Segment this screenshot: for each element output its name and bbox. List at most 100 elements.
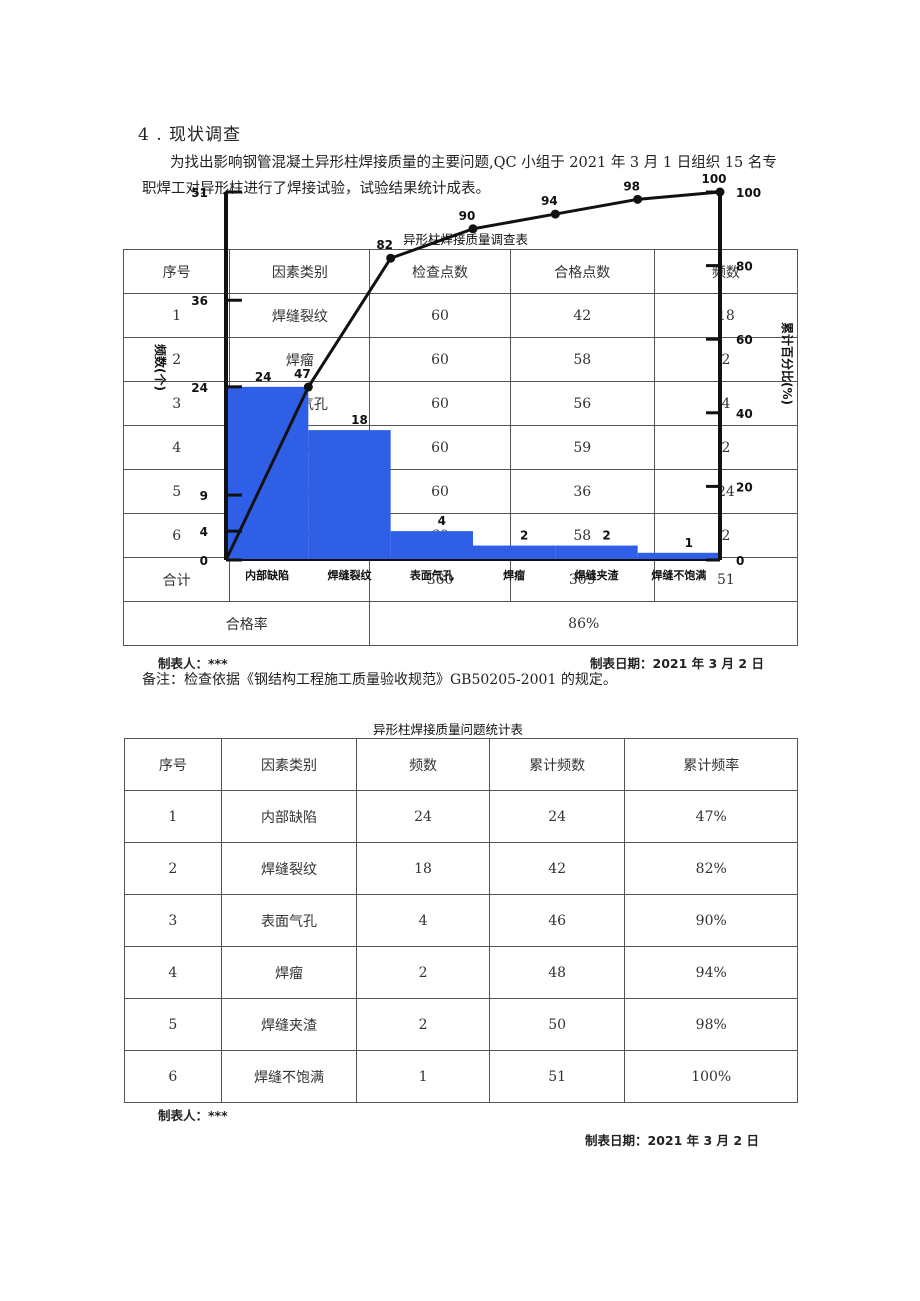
cell: 2	[356, 946, 490, 999]
cell: 3	[124, 894, 222, 947]
table-row: 2 焊瘤 60 58 2	[122, 337, 799, 382]
cell: 59	[509, 425, 655, 470]
cell: 309	[509, 557, 655, 602]
cell: 焊瘤	[229, 337, 371, 382]
header-cell: 序号	[122, 249, 231, 294]
cell: 6	[122, 513, 231, 558]
cell: 60	[369, 293, 511, 338]
cell: 58	[509, 337, 655, 382]
table-header-row: 序号 因素类别 频数 累计频数 累计频率	[124, 738, 798, 791]
header-cell: 检查点数	[369, 249, 511, 294]
cell: 60	[369, 469, 511, 514]
cell: 焊缝裂纹	[220, 842, 358, 895]
cell: 5	[122, 469, 231, 514]
cell: 内部缺陷	[220, 790, 358, 843]
table-row: 1 内部缺陷 24 24 47%	[124, 790, 798, 843]
cell: 24	[488, 790, 626, 843]
header-cell: 频数	[356, 738, 490, 791]
inspection-table: 序号 因素类别 检查点数 合格点数 频数 1 焊缝裂纹 60 42 18 2 焊…	[122, 249, 799, 646]
section-heading: 4 . 现状调查	[138, 125, 242, 145]
cell: 焊瘤	[220, 946, 358, 999]
table2-maker: 制表人：***	[158, 1108, 228, 1123]
cell: 60	[369, 513, 511, 558]
cell: 42	[509, 293, 655, 338]
cell: 4	[356, 894, 490, 947]
cell: 表面气孔	[229, 381, 371, 426]
cell: 46	[488, 894, 626, 947]
cell: 1	[124, 790, 222, 843]
cell: 2	[122, 337, 231, 382]
cell: 18	[653, 293, 799, 338]
cell: 24	[653, 469, 799, 514]
cell: 42	[488, 842, 626, 895]
cell: 焊缝不饱满	[220, 1050, 358, 1103]
cell: 90%	[624, 894, 798, 947]
cell: 焊缝不饱满	[229, 513, 371, 558]
table-row: 6 焊缝不饱满 60 58 2	[122, 513, 799, 558]
header-cell: 频数	[653, 249, 799, 294]
cell: 360	[369, 557, 511, 602]
header-cell: 因素类别	[229, 249, 371, 294]
table1-title: 异形柱焊接质量调查表	[403, 232, 529, 247]
cell: 表面气孔	[220, 894, 358, 947]
cell: 51	[488, 1050, 626, 1103]
cell: 2	[653, 513, 799, 558]
cell: 100%	[624, 1050, 798, 1103]
cell: 焊缝夹渣	[229, 425, 371, 470]
header-cell: 累计频率	[624, 738, 798, 791]
cell: 合计	[122, 557, 231, 602]
cell: 58	[509, 513, 655, 558]
note: 备注：检查依据《钢结构工程施工质量验收规范》GB50205-2001 的规定。	[142, 672, 617, 688]
cell: 5	[124, 998, 222, 1051]
table2-date: 制表日期：2021 年 3 月 2 日	[585, 1133, 759, 1148]
table2-title: 异形柱焊接质量问题统计表	[373, 722, 524, 737]
cell: 4	[124, 946, 222, 999]
table-row: 2 焊缝裂纹 18 42 82%	[124, 842, 798, 895]
cell: 36	[509, 469, 655, 514]
cell: 2	[653, 425, 799, 470]
cell: 焊缝夹渣	[220, 998, 358, 1051]
statistics-table: 序号 因素类别 频数 累计频数 累计频率 1 内部缺陷 24 24 47% 2 …	[124, 738, 798, 1103]
cell: 50	[488, 998, 626, 1051]
table-row: 3 表面气孔 60 56 4	[122, 381, 799, 426]
cell: 1	[356, 1050, 490, 1103]
cumulative-label: 90	[459, 209, 476, 223]
table-row: 4 焊瘤 2 48 94%	[124, 946, 798, 999]
table1-date: 制表日期：2021 年 3 月 2 日	[590, 656, 764, 671]
cell: 60	[369, 381, 511, 426]
intro-paragraph: 为找出影响钢管混凝土异形柱焊接质量的主要问题,QC 小组于 2021 年 3 月…	[142, 155, 777, 197]
table-total-row: 合计 360 309 51	[122, 557, 799, 602]
header-cell: 合格点数	[509, 249, 655, 294]
table-row: 3 表面气孔 4 46 90%	[124, 894, 798, 947]
table-row: 6 焊缝不饱满 1 51 100%	[124, 1050, 798, 1103]
cell: 2	[124, 842, 222, 895]
cell: 48	[488, 946, 626, 999]
table-row: 5 焊缝夹渣 2 50 98%	[124, 998, 798, 1051]
header-cell: 累计频数	[488, 738, 626, 791]
cell: 4	[122, 425, 231, 470]
table-row: 5 内部缺陷 60 36 24	[122, 469, 799, 514]
cell: 3	[122, 381, 231, 426]
cell: 60	[369, 425, 511, 470]
cumulative-point	[550, 209, 560, 219]
cell: 94%	[624, 946, 798, 999]
cell: 51	[653, 557, 799, 602]
cell: 47%	[624, 790, 798, 843]
cell: 18	[356, 842, 490, 895]
cell: 56	[509, 381, 655, 426]
cell: 60	[369, 337, 511, 382]
cell: 焊缝裂纹	[229, 293, 371, 338]
cell: 1	[122, 293, 231, 338]
cell: 2	[653, 337, 799, 382]
cell: 内部缺陷	[229, 469, 371, 514]
pass-rate-label: 合格率	[122, 601, 371, 646]
cell: 6	[124, 1050, 222, 1103]
header-cell: 因素类别	[220, 738, 358, 791]
cell: 82%	[624, 842, 798, 895]
table-row: 4 焊缝夹渣 60 59 2	[122, 425, 799, 470]
table-header-row: 序号 因素类别 检查点数 合格点数 频数	[122, 249, 799, 294]
cell: 24	[356, 790, 490, 843]
pass-rate-value: 86%	[369, 601, 798, 646]
table-row: 1 焊缝裂纹 60 42 18	[122, 293, 799, 338]
pass-rate-row: 合格率 86%	[122, 601, 798, 646]
